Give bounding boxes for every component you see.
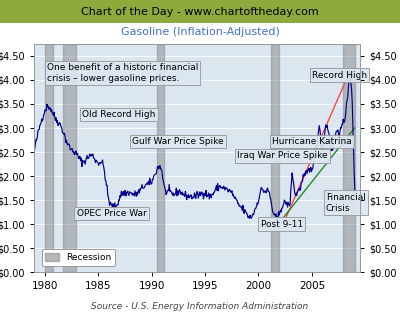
- Text: One benefit of a historic financial
crisis – lower gasoline prices.: One benefit of a historic financial cris…: [47, 63, 198, 83]
- Bar: [271, 44, 279, 272]
- Bar: [45, 44, 53, 272]
- Text: Gulf War Price Spike: Gulf War Price Spike: [132, 137, 224, 146]
- Bar: [343, 44, 355, 272]
- Legend: Recession: Recession: [42, 249, 115, 265]
- Text: Chart of the Day - www.chartoftheday.com: Chart of the Day - www.chartoftheday.com: [81, 7, 319, 17]
- Text: Old Record High: Old Record High: [82, 110, 156, 119]
- Text: Financial
Crisis: Financial Crisis: [326, 192, 366, 213]
- Text: Hurricane Katrina: Hurricane Katrina: [272, 137, 352, 146]
- Text: Gasoline (Inflation-Adjusted): Gasoline (Inflation-Adjusted): [120, 27, 280, 37]
- Bar: [63, 44, 76, 272]
- Text: Record High: Record High: [312, 71, 367, 80]
- Bar: [157, 44, 164, 272]
- Text: Iraq War Price Spike: Iraq War Price Spike: [237, 151, 328, 160]
- Text: Source - U.S. Energy Information Administration: Source - U.S. Energy Information Adminis…: [91, 302, 309, 311]
- Text: Post 9-11: Post 9-11: [260, 220, 303, 229]
- Text: OPEC Price War: OPEC Price War: [77, 209, 146, 218]
